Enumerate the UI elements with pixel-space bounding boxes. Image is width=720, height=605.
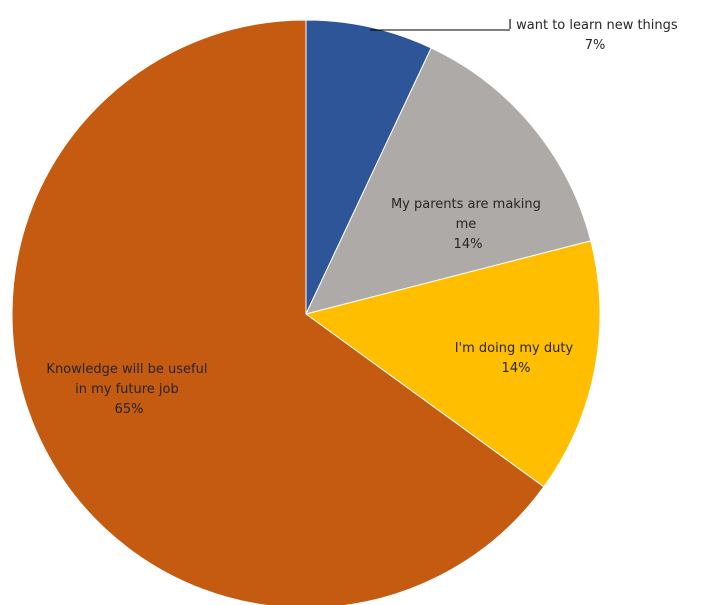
slice-percent-learn: 7% [585,38,606,53]
pie-slice-learn [305,19,432,315]
slice-label-parents-line-2: me [456,217,477,232]
pie-slice-duty [304,240,601,488]
slice-labels: I want to learn new things 7% My parents… [46,18,682,417]
slice-percent-parents: 14% [454,237,483,252]
slice-label-duty: I'm doing my duty 14% [455,341,578,376]
slice-label-parents: My parents are making me 14% [391,197,545,252]
slice-label-duty-line-1: I'm doing my duty [455,341,574,356]
slice-percent-knowledge: 65% [115,402,144,417]
slice-label-knowledge-line-1: Knowledge will be useful [46,362,207,377]
slice-label-learn-line-1: I want to learn new things [508,18,678,33]
slice-label-knowledge-line-2: in my future job [75,382,179,397]
slice-label-learn: I want to learn new things 7% [508,18,682,53]
slice-label-knowledge: Knowledge will be useful in my future jo… [46,362,211,417]
pie-slice-parents [305,47,592,315]
slice-percent-duty: 14% [502,361,531,376]
slice-label-parents-line-1: My parents are making [391,197,541,212]
pie-slice-knowledge [11,19,545,605]
pie-slices [11,19,601,605]
